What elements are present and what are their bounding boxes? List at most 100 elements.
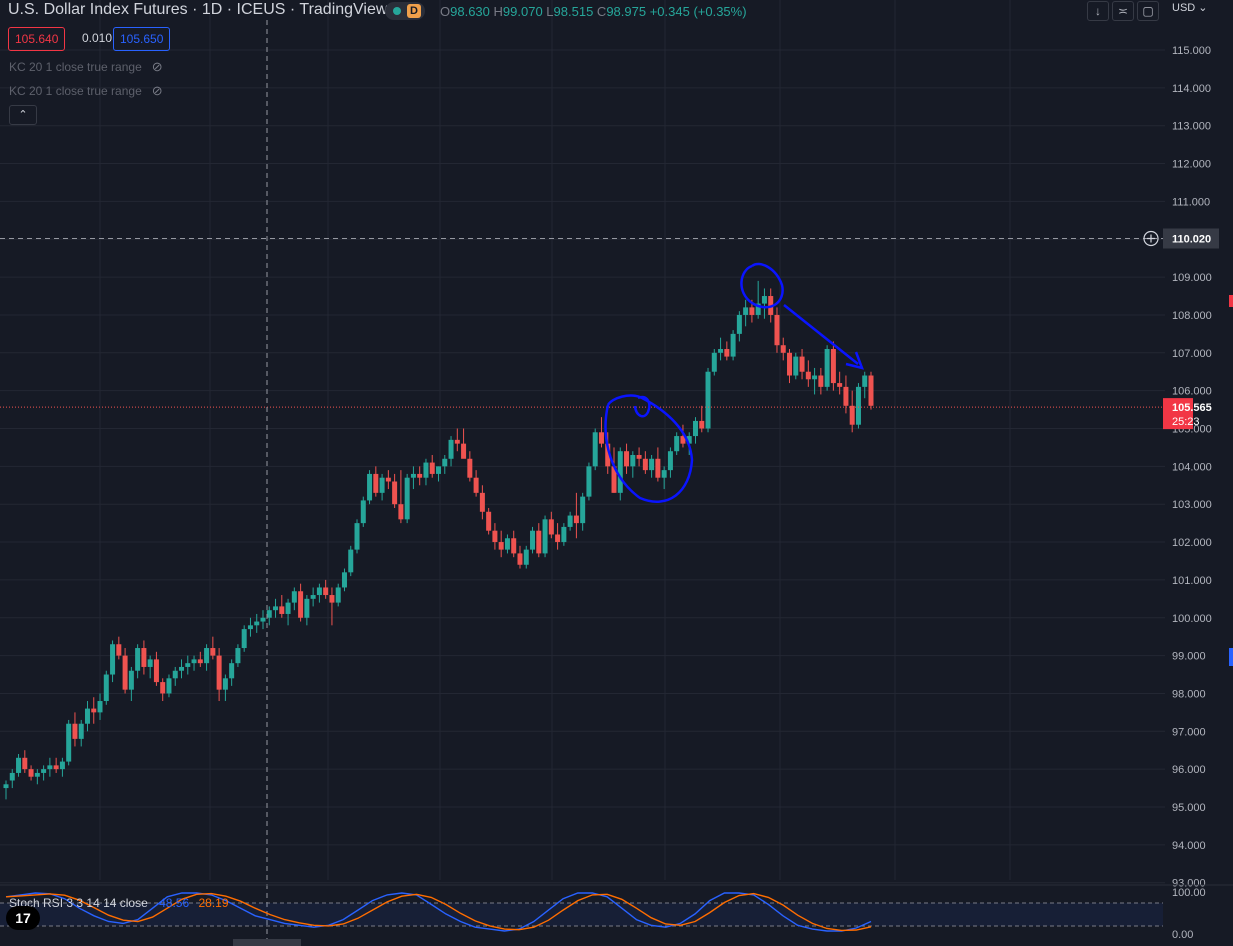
candle-body xyxy=(787,352,793,376)
candle-body xyxy=(611,466,617,493)
candle-body xyxy=(135,648,141,671)
candle-body xyxy=(711,352,717,372)
y-tick-label: 115.000 xyxy=(1172,45,1211,57)
candle-body xyxy=(128,670,134,690)
tradingview-logo[interactable]: 17 xyxy=(6,906,40,930)
hidden-eye-icon[interactable]: ⊘ xyxy=(151,83,163,98)
annotation-arrowhead xyxy=(845,351,865,370)
indicator-legend-2[interactable]: KC 20 1 close true range ⊘ xyxy=(9,83,163,98)
buy-price-button[interactable]: 105.650 xyxy=(113,27,171,51)
candle-body xyxy=(755,303,761,315)
candle-body xyxy=(542,519,548,554)
symbol-name: U.S. Dollar Index Futures xyxy=(8,1,188,18)
scale-marker xyxy=(1229,648,1233,666)
candle-body xyxy=(530,530,536,550)
candle-body xyxy=(204,648,210,664)
candle-body xyxy=(323,587,329,596)
candle-body xyxy=(862,375,868,387)
candle-body xyxy=(404,477,410,520)
candle-body xyxy=(667,451,673,471)
candle-body xyxy=(417,473,423,478)
candle-body xyxy=(379,477,385,493)
candle-body xyxy=(84,708,90,724)
y-tick-label: 95.000 xyxy=(1172,802,1206,814)
scroll-down-icon[interactable]: ↓ xyxy=(1087,1,1109,21)
candle-body xyxy=(392,481,398,505)
candle-body xyxy=(454,439,460,444)
candle-body xyxy=(373,473,379,493)
collapse-pane-icon[interactable]: ≍ xyxy=(1112,1,1134,21)
y-tick-label: 111.000 xyxy=(1172,196,1210,208)
candle-body xyxy=(592,432,598,467)
candle-body xyxy=(504,538,510,550)
candle-body xyxy=(266,610,272,618)
candle-body xyxy=(298,591,304,618)
candle-body xyxy=(348,549,354,573)
candle-body xyxy=(310,595,316,599)
y-tick-label: 96.000 xyxy=(1172,764,1206,776)
indicator-legend-1[interactable]: KC 20 1 close true range ⊘ xyxy=(9,59,163,74)
candle-body xyxy=(448,439,454,459)
y-tick-label: 112.000 xyxy=(1172,159,1211,171)
candle-body xyxy=(479,492,485,512)
candle-body xyxy=(692,420,698,437)
candle-body xyxy=(59,761,65,770)
candle-body xyxy=(179,666,185,671)
delayed-badge: D xyxy=(407,4,421,18)
stoch-k-value: 48.56 xyxy=(159,896,190,910)
candle-body xyxy=(536,530,542,554)
candle-body xyxy=(141,648,147,667)
data-source: TradingView xyxy=(299,1,388,18)
candle-body xyxy=(316,587,322,596)
symbol-header[interactable]: U.S. Dollar Index Futures · 1D · ICEUS ·… xyxy=(8,1,388,18)
candle-body xyxy=(41,769,47,773)
candle-body xyxy=(72,723,78,739)
candle-body xyxy=(705,371,711,429)
candle-body xyxy=(523,549,529,565)
candle-body xyxy=(229,663,235,679)
candle-body xyxy=(191,659,197,664)
y-tick-label: 93.000 xyxy=(1172,878,1206,890)
candle-body xyxy=(153,659,159,683)
stoch-axis-label: 0.00 xyxy=(1172,929,1193,941)
y-tick-label: 99.000 xyxy=(1172,651,1206,663)
candle-body xyxy=(699,420,705,429)
add-alert-plus-icon xyxy=(1143,230,1159,247)
annotation-circle xyxy=(740,262,784,309)
time-scale-handle xyxy=(233,939,301,946)
y-tick-label: 104.000 xyxy=(1172,461,1212,473)
candle-body xyxy=(273,606,279,611)
plus-icon xyxy=(1147,234,1155,243)
candle-body xyxy=(329,595,335,603)
candle-body xyxy=(830,349,836,384)
market-status-pill[interactable]: D xyxy=(385,2,425,20)
hidden-eye-icon[interactable]: ⊘ xyxy=(151,59,163,74)
y-tick-label: 101.000 xyxy=(1172,575,1212,587)
candle-body xyxy=(354,523,360,550)
y-tick-label: 107.000 xyxy=(1172,348,1212,360)
y-tick-label: 109.000 xyxy=(1172,272,1212,284)
stoch-rsi-legend[interactable]: Stoch RSI 3 3 14 14 close 48.56 28.19 xyxy=(9,896,229,910)
y-tick-label: 103.000 xyxy=(1172,499,1212,511)
candle-body xyxy=(461,443,467,459)
candle-body xyxy=(680,436,686,444)
candle-body xyxy=(436,466,441,474)
candle-body xyxy=(341,572,347,588)
collapse-legend-button[interactable]: ⌃ xyxy=(9,105,37,125)
candle-body xyxy=(335,587,341,603)
currency-selector[interactable]: USD ⌄ xyxy=(1172,2,1208,14)
candle-body xyxy=(555,534,561,543)
y-tick-label: 108.000 xyxy=(1172,310,1212,322)
candle-body xyxy=(548,519,554,535)
candle-body xyxy=(649,458,655,471)
candle-body xyxy=(247,625,253,630)
candle-body xyxy=(9,772,15,781)
candle-body xyxy=(116,644,122,656)
spread-value: 0.010 xyxy=(82,31,113,45)
candle-body xyxy=(110,644,116,675)
scale-marker xyxy=(1229,295,1233,307)
maximize-pane-icon[interactable]: ▢ xyxy=(1137,1,1159,21)
sell-price-button[interactable]: 105.640 xyxy=(8,27,66,51)
candle-body xyxy=(197,659,203,664)
